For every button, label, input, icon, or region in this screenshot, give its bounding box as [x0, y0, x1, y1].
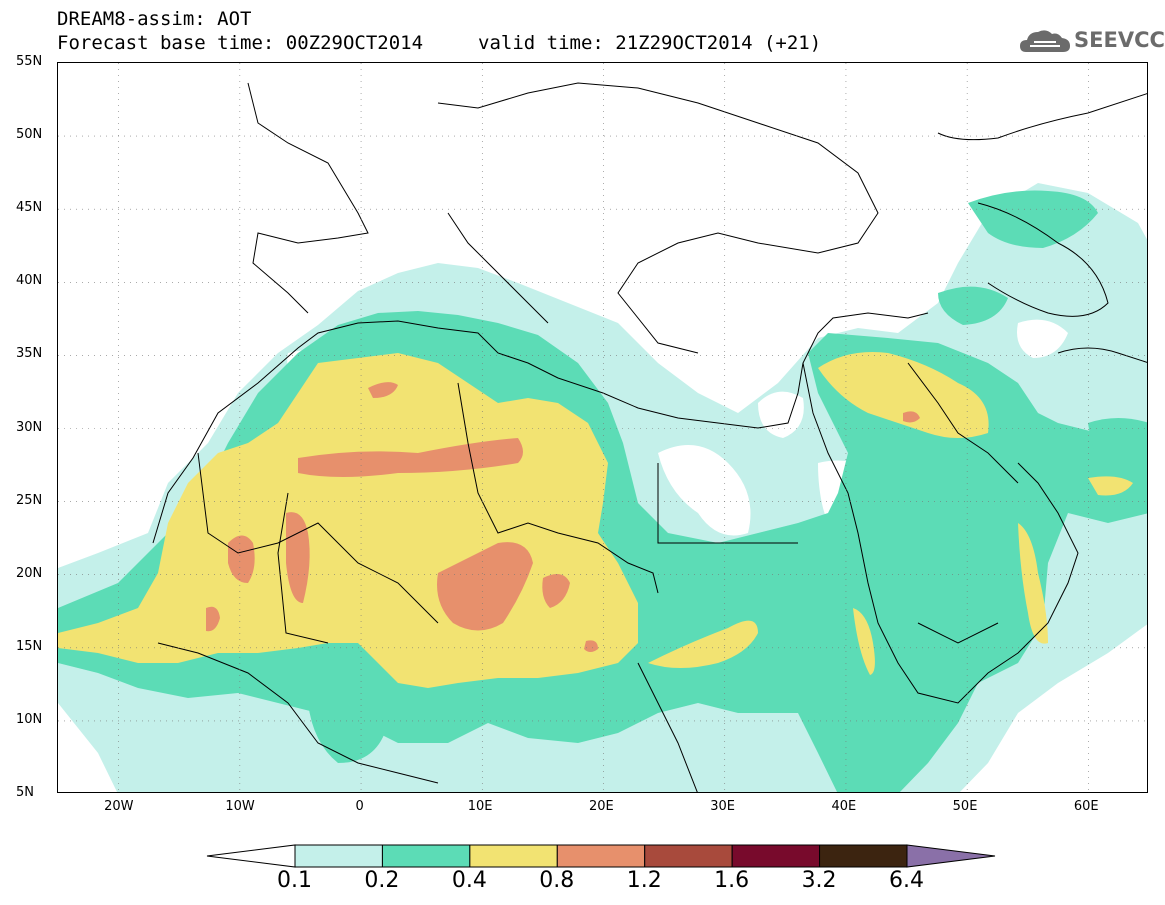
- lon-label: 0: [355, 799, 364, 814]
- legend-swatch: [294, 844, 383, 868]
- legend-swatch: [644, 844, 733, 868]
- valid-time: valid time: 21Z29OCT2014 (+21): [478, 32, 822, 54]
- lon-label: 50E: [952, 799, 978, 814]
- legend-swatch: [731, 844, 821, 868]
- legend-swatch: [819, 844, 908, 868]
- legend-arrow-high: [906, 844, 996, 868]
- coastlines-borders: [152, 82, 1147, 792]
- legend-arrow-low: [206, 844, 296, 868]
- lat-label: 40N: [16, 273, 43, 289]
- legend-label: 6.4: [889, 868, 924, 893]
- aot-shading-0.8-1.2: [206, 382, 920, 652]
- forecast-base-time: Forecast base time: 00Z29OCT2014: [57, 32, 424, 54]
- cloud-logo-icon: [1020, 30, 1070, 52]
- legend-label: 0.1: [277, 868, 312, 893]
- logo-text: SEEVCCC: [1074, 28, 1165, 52]
- map-panel: [57, 62, 1148, 793]
- lon-label: 20E: [589, 799, 614, 814]
- legend-label: 1.2: [626, 868, 662, 893]
- legend-label: 3.2: [801, 868, 837, 893]
- aot-map: [58, 63, 1147, 792]
- legend-swatch: [556, 844, 646, 868]
- legend-swatch: [469, 844, 558, 868]
- lat-label: 10N: [16, 711, 43, 727]
- lat-label: 15N: [16, 638, 43, 654]
- legend-swatch: [381, 844, 471, 868]
- legend-label: 0.8: [539, 868, 575, 893]
- legend-label: 0.2: [364, 868, 400, 893]
- lon-label: 10W: [225, 799, 255, 814]
- lat-label: 55N: [16, 54, 43, 69]
- lat-label: 30N: [16, 419, 43, 435]
- legend-label: 0.4: [451, 868, 487, 893]
- lon-label: 60E: [1073, 799, 1099, 814]
- lon-label: 40E: [831, 799, 857, 814]
- lat-label: 35N: [16, 346, 43, 362]
- map-title: DREAM8-assim: AOT: [57, 8, 252, 30]
- lon-label: 20W: [104, 799, 134, 814]
- lat-label: 45N: [16, 200, 43, 216]
- lat-label: 20N: [16, 565, 43, 581]
- legend-label: 1.6: [714, 868, 750, 893]
- lon-label: 30E: [710, 799, 735, 814]
- lat-label: 50N: [16, 127, 43, 143]
- lon-label: 10E: [467, 799, 493, 814]
- lat-label: 5N: [16, 785, 34, 800]
- lat-label: 25N: [16, 492, 43, 508]
